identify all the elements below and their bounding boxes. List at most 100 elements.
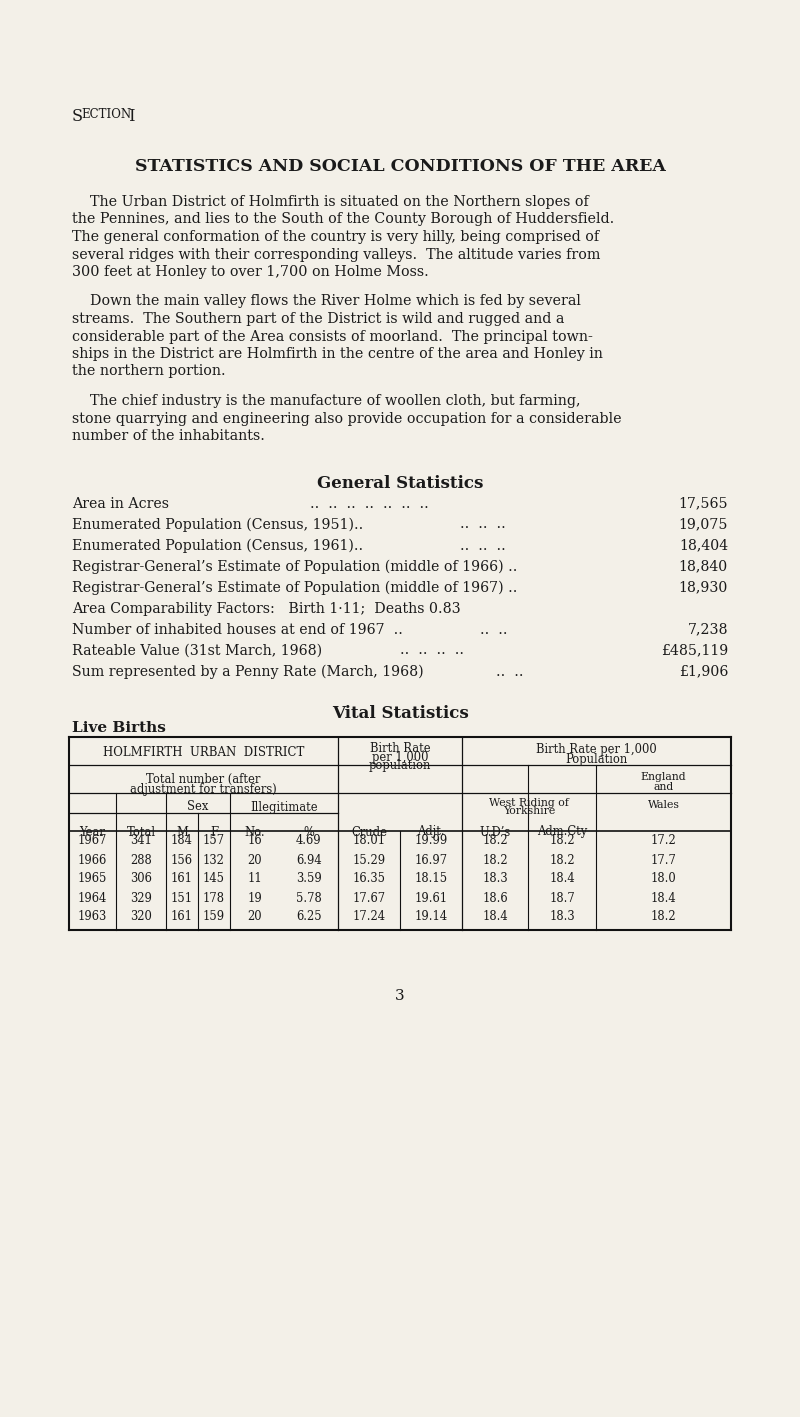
Text: Wales: Wales [647,801,679,811]
Text: 161: 161 [171,911,193,924]
Text: adjustment for transfers): adjustment for transfers) [130,782,277,795]
Text: No.: No. [245,826,266,839]
Text: several ridges with their corresponding valleys.  The altitude varies from: several ridges with their corresponding … [72,248,600,262]
Text: 17.7: 17.7 [650,853,677,867]
Text: 7,238: 7,238 [687,622,728,636]
Text: 300 feet at Honley to over 1,700 on Holme Moss.: 300 feet at Honley to over 1,700 on Holm… [72,265,429,279]
Text: 132: 132 [203,853,225,867]
Text: S: S [72,108,83,125]
Text: 1966: 1966 [78,853,107,867]
Text: Birth Rate: Birth Rate [370,743,430,755]
Text: Down the main valley flows the River Holme which is fed by several: Down the main valley flows the River Hol… [72,295,581,309]
Text: 18.2: 18.2 [650,911,676,924]
Text: The chief industry is the manufacture of woollen cloth, but farming,: The chief industry is the manufacture of… [72,394,581,408]
Text: 18.01: 18.01 [353,835,386,847]
Text: number of the inhabitants.: number of the inhabitants. [72,429,265,444]
Text: 17.24: 17.24 [353,911,386,924]
Text: The Urban District of Holmfirth is situated on the Northern slopes of: The Urban District of Holmfirth is situa… [72,196,589,208]
Text: Adjt.: Adjt. [417,826,445,839]
Text: 156: 156 [171,853,193,867]
Text: ..  ..: .. .. [496,665,523,679]
Text: Adm.Cty: Adm.Cty [537,826,587,839]
Text: 18.2: 18.2 [549,853,575,867]
Text: ships in the District are Holmfirth in the centre of the area and Honley in: ships in the District are Holmfirth in t… [72,347,603,361]
Text: 17.67: 17.67 [353,891,386,904]
Text: 151: 151 [171,891,193,904]
Text: 341: 341 [130,835,152,847]
Text: Yorkshire: Yorkshire [503,806,555,816]
Text: 306: 306 [130,873,152,886]
Text: 19.99: 19.99 [414,835,448,847]
Text: 18.0: 18.0 [650,873,676,886]
Text: 16.97: 16.97 [414,853,447,867]
Text: 184: 184 [171,835,193,847]
Text: STATISTICS AND SOCIAL CONDITIONS OF THE AREA: STATISTICS AND SOCIAL CONDITIONS OF THE … [134,159,666,176]
Text: and: and [654,782,674,792]
Text: England: England [641,772,686,782]
Text: Crude: Crude [351,826,387,839]
Text: £485,119: £485,119 [661,643,728,657]
Text: 19.14: 19.14 [414,911,447,924]
Text: 15.29: 15.29 [353,853,386,867]
Text: 19: 19 [248,891,262,904]
Text: 20: 20 [248,853,262,867]
Text: ..  ..  ..  ..: .. .. .. .. [400,643,464,657]
Text: Area in Acres: Area in Acres [72,496,169,510]
Text: Sex: Sex [187,801,209,813]
Text: 3.59: 3.59 [296,873,322,886]
Text: stone quarrying and engineering also provide occupation for a considerable: stone quarrying and engineering also pro… [72,411,622,425]
Text: I: I [124,108,135,125]
Text: ..  ..  ..: .. .. .. [460,538,506,553]
Text: 1963: 1963 [78,911,107,924]
Text: 16.35: 16.35 [353,873,386,886]
Text: 18.7: 18.7 [549,891,575,904]
Text: Live Births: Live Births [72,720,166,734]
Text: Enumerated Population (Census, 1951)..: Enumerated Population (Census, 1951).. [72,517,363,531]
Text: 329: 329 [130,891,152,904]
Text: 18.2: 18.2 [482,835,508,847]
Text: 1967: 1967 [78,835,107,847]
Text: Total number (after: Total number (after [146,772,261,785]
Text: Sum represented by a Penny Rate (March, 1968): Sum represented by a Penny Rate (March, … [72,665,424,679]
Text: 18.4: 18.4 [482,911,508,924]
Text: 16: 16 [248,835,262,847]
Text: %: % [303,826,314,839]
Text: 6.25: 6.25 [296,911,322,924]
Text: 18.4: 18.4 [650,891,676,904]
Text: 19,075: 19,075 [678,517,728,531]
Text: 161: 161 [171,873,193,886]
Text: 320: 320 [130,911,152,924]
Text: M: M [176,826,188,839]
Text: U.D’s: U.D’s [479,826,510,839]
Text: 18.3: 18.3 [549,911,575,924]
Text: 19.61: 19.61 [414,891,447,904]
Text: 18.2: 18.2 [482,853,508,867]
Text: Year: Year [79,826,106,839]
Text: Vital Statistics: Vital Statistics [332,704,468,721]
Text: considerable part of the Area consists of moorland.  The principal town-: considerable part of the Area consists o… [72,330,593,343]
Text: Registrar-General’s Estimate of Population (middle of 1967) ..: Registrar-General’s Estimate of Populati… [72,581,518,595]
Text: 178: 178 [203,891,225,904]
Text: 18.15: 18.15 [414,873,447,886]
Text: ..  ..: .. .. [480,622,507,636]
Text: 159: 159 [203,911,225,924]
Text: 5.78: 5.78 [296,891,322,904]
Text: the northern portion.: the northern portion. [72,364,226,378]
Text: 18.2: 18.2 [549,835,575,847]
Text: HOLMFIRTH  URBAN  DISTRICT: HOLMFIRTH URBAN DISTRICT [103,745,304,758]
Text: Population: Population [566,752,628,765]
Text: Registrar-General’s Estimate of Population (middle of 1966) ..: Registrar-General’s Estimate of Populati… [72,560,518,574]
Text: 1964: 1964 [78,891,107,904]
Text: the Pennines, and lies to the South of the County Borough of Huddersfield.: the Pennines, and lies to the South of t… [72,213,614,227]
Text: Total: Total [126,826,155,839]
Text: streams.  The Southern part of the District is wild and rugged and a: streams. The Southern part of the Distri… [72,312,564,326]
Text: 157: 157 [203,835,225,847]
Text: 17,565: 17,565 [678,496,728,510]
Text: 1965: 1965 [78,873,107,886]
Text: 18.4: 18.4 [549,873,575,886]
Text: per 1,000: per 1,000 [372,751,428,765]
Text: £1,906: £1,906 [678,665,728,679]
Text: 17.2: 17.2 [650,835,676,847]
Text: 4.69: 4.69 [296,835,322,847]
Text: 20: 20 [248,911,262,924]
